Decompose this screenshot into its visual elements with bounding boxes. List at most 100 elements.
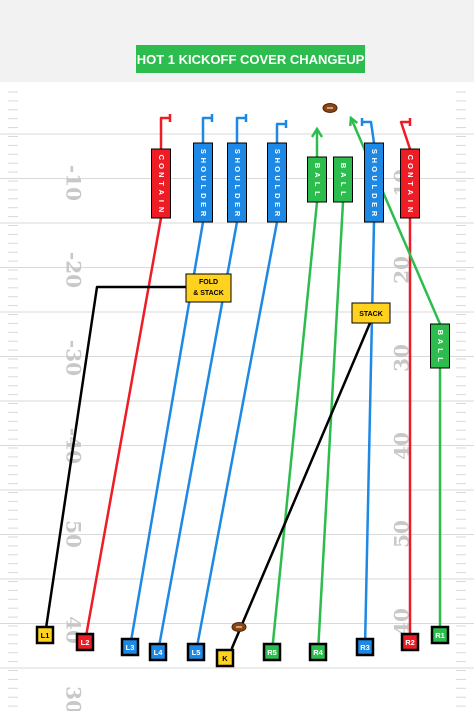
assignment-label-glyph: E <box>273 202 282 207</box>
title-background <box>136 45 365 73</box>
player-box <box>308 642 328 662</box>
player-r1: R1 <box>430 625 450 645</box>
assignment-label-glyph: S <box>233 149 242 154</box>
assignment-label-text: & STACK <box>193 290 224 297</box>
yard-number-left: -10 <box>62 165 86 201</box>
assignment-label-glyph: B <box>339 163 348 169</box>
title-banner: HOT 1 KICKOFF COVER CHANGEUP <box>136 45 365 73</box>
players: L1 L2 L3 L4 L5 K R5 R4 R3 R2 R1 <box>35 625 450 668</box>
kicker-football <box>231 622 247 632</box>
player-label: K <box>222 654 228 663</box>
player-box <box>430 625 450 645</box>
assignment-label-glyph: O <box>157 163 166 169</box>
player-label: L5 <box>192 648 201 657</box>
assignment-label-text: STACK <box>359 311 383 318</box>
assignment-label-glyph: S <box>199 149 208 154</box>
assignment-label-glyph: N <box>157 172 166 177</box>
player-r5: R5 <box>262 642 282 662</box>
player-label: R4 <box>313 648 323 657</box>
route-l1 <box>43 285 188 637</box>
route-l5 <box>194 220 279 654</box>
assignment-label-glyph: L <box>436 357 445 362</box>
assignment-label-glyph: H <box>370 158 379 163</box>
assignment-label-glyph: E <box>199 202 208 207</box>
assignment-label-glyph: D <box>370 193 379 199</box>
assignment-label-glyph: D <box>199 193 208 199</box>
player-box <box>400 632 420 652</box>
player-box <box>215 648 235 668</box>
assignment-label-glyph: D <box>233 193 242 199</box>
assignment-label-glyph: O <box>406 163 415 169</box>
assignment-label-glyph: B <box>436 330 445 336</box>
assignment-label-box <box>151 148 171 219</box>
assignment-label-box <box>307 156 327 203</box>
assignment-label-box <box>351 302 391 324</box>
assignment-label-box <box>430 323 450 369</box>
assignment-label-glyph: D <box>273 193 282 199</box>
assignment-label-glyph: O <box>233 166 242 172</box>
player-label: R1 <box>435 631 445 640</box>
assignment-label-glyph: L <box>313 191 322 196</box>
assignment-label-glyph: L <box>436 348 445 353</box>
player-box <box>186 642 206 662</box>
assignment-label-glyph: E <box>370 202 379 207</box>
assignment-label-glyph: T <box>157 181 166 186</box>
assignment-label-box <box>227 142 247 223</box>
assignment-label-glyph: B <box>313 163 322 169</box>
player-r4: R4 <box>308 642 328 662</box>
assignment-label-glyph: R <box>370 211 379 217</box>
player-r2: R2 <box>400 632 420 652</box>
assignment-label-glyph: A <box>406 190 415 196</box>
player-label: L2 <box>81 638 90 647</box>
assignment-label-glyph: R <box>199 211 208 217</box>
player-box <box>262 642 282 662</box>
top-football <box>322 103 338 113</box>
assignment-label-glyph: A <box>436 339 445 345</box>
assignment-label-glyph: C <box>157 155 166 161</box>
assignment-label-box <box>364 142 384 223</box>
title-text: HOT 1 KICKOFF COVER CHANGEUP <box>137 52 365 67</box>
player-box <box>35 625 55 645</box>
player-label: R2 <box>405 638 415 647</box>
assignment-label-glyph: R <box>273 211 282 217</box>
assignment-label-box <box>333 156 353 203</box>
assignment-label-text: FOLD <box>199 279 218 286</box>
player-box <box>355 637 375 657</box>
assignment-label-glyph: N <box>406 207 415 212</box>
assignment-label-glyph: L <box>273 185 282 190</box>
assignment-label-glyph: I <box>157 200 166 202</box>
player-label: R3 <box>360 643 370 652</box>
assignment-label-glyph: H <box>233 158 242 163</box>
assignment-label-glyph: E <box>233 202 242 207</box>
yard-number-left: 50 <box>62 520 86 548</box>
assignment-label-glyph: L <box>370 185 379 190</box>
assignment-label-glyph: L <box>233 185 242 190</box>
assignment-label-glyph: L <box>313 182 322 187</box>
player-label: L4 <box>154 648 164 657</box>
assignment-label-glyph: L <box>199 185 208 190</box>
assignment-label-glyph: H <box>273 158 282 163</box>
player-l3: L3 <box>120 637 140 657</box>
assignment-label-glyph: O <box>273 166 282 172</box>
assignment-label-glyph: A <box>313 172 322 178</box>
assignment-label-glyph: A <box>157 190 166 196</box>
route-r4 <box>316 200 345 654</box>
player-l5: L5 <box>186 642 206 662</box>
arrow-head <box>310 126 324 138</box>
player-label: R5 <box>267 648 277 657</box>
assignment-label-glyph: H <box>199 158 208 163</box>
player-label: L3 <box>126 643 135 652</box>
route-r5 <box>270 200 319 654</box>
assignment-label-glyph: A <box>339 172 348 178</box>
player-label: L1 <box>41 631 50 640</box>
player-l4: L4 <box>148 642 168 662</box>
assignment-label-glyph: L <box>339 182 348 187</box>
player-k: K <box>215 648 235 668</box>
assignment-label-glyph: I <box>406 200 415 202</box>
route-r3 <box>363 220 376 649</box>
arrow-head <box>349 115 359 127</box>
route-r2-upper <box>399 120 412 151</box>
player-box <box>148 642 168 662</box>
player-box <box>75 632 95 652</box>
